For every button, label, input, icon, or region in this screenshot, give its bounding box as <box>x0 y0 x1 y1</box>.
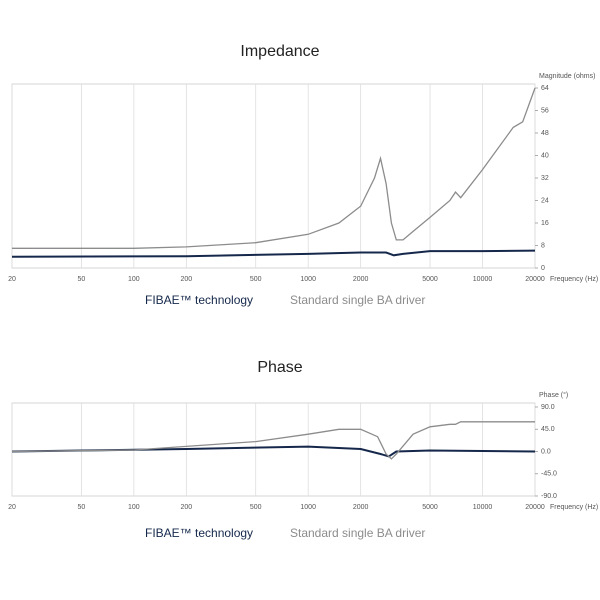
y-tick-label: -90.0 <box>541 493 557 500</box>
series-line <box>11 249 536 258</box>
x-tick-label: 5000 <box>422 276 438 283</box>
y-tick-label: 8 <box>541 242 545 249</box>
legend-label: Standard single BA driver <box>290 293 425 307</box>
x-tick-label: 10000 <box>473 276 493 283</box>
y-tick-label: 0.0 <box>541 448 551 455</box>
y-tick-label: 90.0 <box>541 404 555 411</box>
x-tick-label: 1000 <box>300 276 316 283</box>
x-tick-label: 200 <box>180 504 192 511</box>
x-tick-label: 100 <box>128 276 140 283</box>
y-tick-label: 24 <box>541 197 549 204</box>
x-tick-label: 2000 <box>353 504 369 511</box>
x-tick-label: 1000 <box>300 504 316 511</box>
x-tick-label: 50 <box>77 276 85 283</box>
legend-label: Standard single BA driver <box>290 526 425 540</box>
y-tick-label: 0 <box>541 265 545 272</box>
x-axis-label: Frequency (Hz) <box>550 504 598 511</box>
y-axis-label: Magnitude (ohms) <box>539 73 595 80</box>
series-line <box>11 421 535 460</box>
x-tick-label: 500 <box>250 276 262 283</box>
y-tick-label: 40 <box>541 152 549 159</box>
y-tick-label: -45.0 <box>541 471 557 478</box>
chart-title: Phase <box>257 359 302 376</box>
x-tick-label: 5000 <box>422 504 438 511</box>
x-tick-label: 20000 <box>525 504 545 511</box>
y-tick-label: 16 <box>541 220 549 227</box>
x-tick-label: 20000 <box>525 276 545 283</box>
legend-label: FIBAE™ technology <box>145 293 253 307</box>
y-tick-label: 64 <box>541 85 549 92</box>
y-tick-label: 48 <box>541 130 549 137</box>
x-axis-label: Frequency (Hz) <box>550 276 598 283</box>
x-tick-label: 10000 <box>473 504 493 511</box>
x-tick-label: 20 <box>8 276 16 283</box>
series-line <box>11 445 536 458</box>
y-tick-label: 45.0 <box>541 426 555 433</box>
x-tick-label: 200 <box>180 276 192 283</box>
series-line <box>12 87 536 249</box>
x-tick-label: 100 <box>128 504 140 511</box>
y-axis-label: Phase (°) <box>539 391 568 399</box>
x-tick-label: 500 <box>250 504 262 511</box>
chart-title: Impedance <box>240 43 319 60</box>
x-tick-label: 2000 <box>353 276 369 283</box>
y-tick-label: 56 <box>541 107 549 114</box>
y-tick-label: 32 <box>541 175 549 182</box>
x-tick-label: 50 <box>77 504 85 511</box>
legend-label: FIBAE™ technology <box>145 526 253 540</box>
x-tick-label: 20 <box>8 504 16 511</box>
